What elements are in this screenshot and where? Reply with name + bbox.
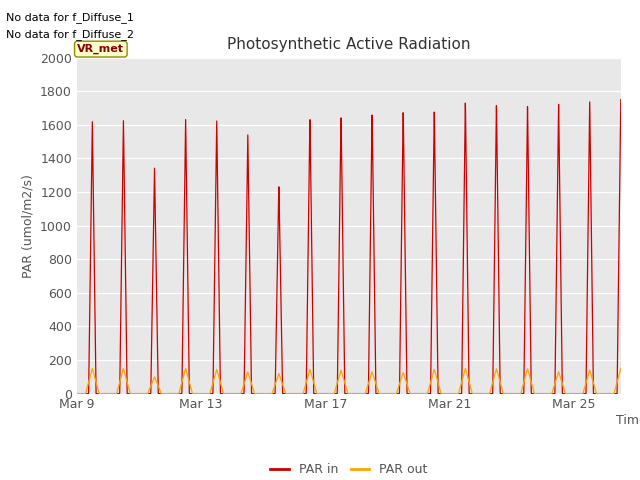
PAR in	[396, 384, 403, 389]
PAR in	[73, 391, 81, 396]
PAR out	[270, 386, 278, 392]
PAR in	[575, 391, 582, 396]
PAR in	[186, 391, 194, 396]
PAR out	[419, 391, 426, 396]
X-axis label: Time: Time	[616, 414, 640, 427]
PAR out	[187, 384, 195, 389]
Text: No data for f_Diffuse_2: No data for f_Diffuse_2	[6, 29, 134, 40]
PAR out	[617, 366, 625, 372]
Text: No data for f_Diffuse_1: No data for f_Diffuse_1	[6, 12, 134, 23]
Line: PAR in: PAR in	[77, 100, 621, 394]
Line: PAR out: PAR out	[77, 369, 621, 394]
Y-axis label: PAR (umol/m2/s): PAR (umol/m2/s)	[22, 174, 35, 277]
Title: Photosynthetic Active Radiation: Photosynthetic Active Radiation	[227, 37, 470, 52]
Legend: PAR in, PAR out: PAR in, PAR out	[265, 458, 433, 480]
Text: VR_met: VR_met	[77, 44, 124, 54]
PAR in	[617, 97, 625, 103]
PAR out	[396, 381, 404, 386]
PAR out	[88, 366, 96, 372]
PAR in	[330, 391, 337, 396]
PAR out	[330, 391, 337, 396]
PAR in	[269, 391, 277, 396]
PAR out	[575, 391, 582, 396]
PAR out	[73, 391, 81, 396]
PAR in	[419, 391, 426, 396]
